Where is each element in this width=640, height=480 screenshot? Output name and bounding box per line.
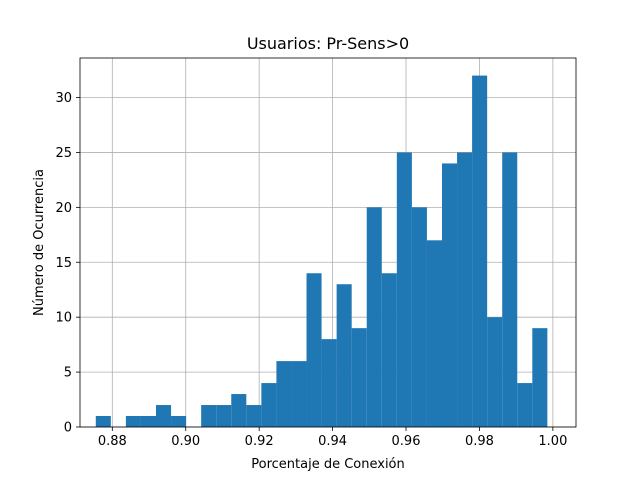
histogram-bar — [441, 163, 458, 427]
histogram-bar — [336, 284, 352, 427]
histogram-bar — [140, 416, 156, 427]
histogram-bar — [517, 383, 533, 427]
y-tick-label: 25 — [55, 146, 72, 161]
histogram-bar — [487, 317, 503, 427]
histogram-bar — [291, 361, 307, 427]
histogram-bar — [411, 207, 427, 427]
plot-frame — [79, 57, 577, 428]
x-axis-ticks: 0.88 0.90 0.92 0.94 0.96 0.98 1.00 — [98, 427, 567, 449]
y-axis-ticks: 0 5 10 15 20 25 30 — [55, 91, 80, 436]
y-tick-label: 30 — [55, 91, 72, 106]
histogram-bar — [246, 405, 262, 427]
histogram-bar — [231, 394, 247, 427]
histogram-bar — [276, 361, 292, 427]
histogram-bar — [155, 405, 172, 427]
x-tick-label: 0.94 — [318, 434, 347, 449]
histogram-bar — [457, 152, 473, 428]
histogram-bar — [426, 240, 442, 427]
y-tick-label: 10 — [55, 311, 72, 326]
histogram-bar — [321, 339, 337, 427]
x-axis-label: Porcentaje de Conexión — [251, 457, 405, 472]
histogram-bar — [472, 75, 488, 428]
histogram-bar — [171, 416, 187, 427]
histogram-bar — [502, 152, 518, 428]
y-tick-label: 15 — [55, 256, 72, 271]
x-tick-label: 0.92 — [245, 434, 274, 449]
chart-title: Usuarios: Pr-Sens>0 — [247, 34, 409, 53]
y-axis-label: Número de Ocurrencia — [32, 169, 47, 316]
x-tick-label: 0.88 — [98, 434, 127, 449]
histogram-bar — [351, 328, 367, 427]
y-tick-label: 20 — [55, 201, 72, 216]
histogram-bars — [95, 75, 548, 428]
histogram-bar — [95, 416, 111, 427]
x-tick-label: 1.00 — [538, 434, 567, 449]
x-tick-label: 0.90 — [171, 434, 200, 449]
histogram-bar — [201, 405, 217, 427]
histogram-bar — [261, 383, 277, 427]
histogram-bar — [306, 273, 322, 427]
histogram-bar — [381, 273, 397, 427]
y-tick-label: 0 — [64, 421, 72, 436]
histogram-bar — [532, 328, 548, 427]
histogram-bar — [396, 152, 412, 428]
histogram-bar — [125, 416, 141, 427]
histogram-bar — [366, 207, 382, 427]
x-tick-label: 0.96 — [392, 434, 421, 449]
y-tick-label: 5 — [64, 366, 72, 381]
histogram-bar — [216, 405, 232, 427]
x-tick-label: 0.98 — [465, 434, 494, 449]
